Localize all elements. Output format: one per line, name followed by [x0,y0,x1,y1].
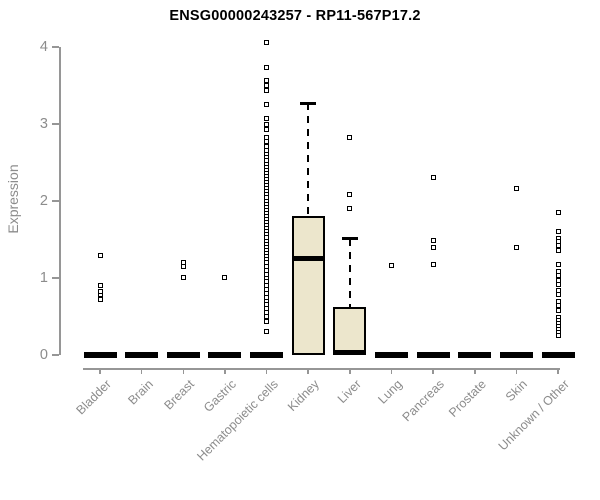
outlier-point [555,243,561,249]
outlier-point [555,247,561,253]
collapsed-box-bar [166,351,200,359]
x-tick [182,368,185,374]
outlier-point [347,206,353,212]
y-tick [52,200,59,202]
y-tick-label: 1 [39,270,48,286]
x-tick [474,368,476,374]
outlier-point [264,87,270,93]
box-median [333,350,367,356]
outlier-point [97,253,103,259]
outlier-point [555,277,561,283]
outlier-point [97,289,103,295]
outlier-point [264,329,270,335]
x-tick [307,368,309,374]
outlier-point [264,319,270,325]
box-median [291,256,325,262]
outlier-point [97,283,103,289]
outlier-point [347,192,353,198]
x-tick [99,368,101,374]
outlier-point [264,139,270,145]
chart-title: ENSG00000243257 - RP11-567P17.2 [169,8,421,24]
outlier-point [264,77,270,83]
outlier-point [555,273,561,279]
outlier-point [555,261,561,267]
outlier-point [555,307,561,313]
outlier-point [264,64,270,70]
outlier-point [264,83,270,88]
x-tick [265,368,268,374]
collapsed-box-bar [208,351,242,359]
outlier-point [264,134,270,140]
outlier-point [430,237,436,243]
box [333,307,367,355]
outlier-point [555,210,561,216]
collapsed-box-bar [499,351,533,359]
whisker [307,103,310,216]
y-tick [52,123,59,125]
y-tick [52,46,59,48]
outlier-point [264,39,270,45]
y-tick-label: 4 [39,39,48,55]
outlier-point [264,116,270,122]
collapsed-box-bar [83,351,117,359]
collapsed-box-bar [541,351,575,359]
outlier-point [264,102,270,108]
outlier-point [555,303,561,309]
outlier-point [264,121,270,127]
outlier-point [555,333,561,339]
y-tick [52,354,59,356]
whisker-cap [341,237,358,241]
y-tick-label: 2 [39,193,48,209]
outlier-point [555,229,561,235]
y-axis-line [59,47,61,355]
outlier-point [555,287,561,293]
x-tick [432,368,434,374]
collapsed-box-bar [374,351,408,359]
outlier-point [180,274,186,280]
y-tick-label: 0 [39,347,48,363]
outlier-point [264,126,270,132]
x-axis-line [83,368,560,370]
collapsed-box-bar [416,351,450,359]
outlier-point [555,282,561,288]
outlier-point [513,245,519,251]
x-tick [557,368,559,374]
x-tick [515,368,518,374]
outlier-point [555,292,561,298]
outlier-point [97,297,103,303]
y-tick [52,277,59,279]
x-tick [349,368,351,374]
outlier-point [222,274,228,280]
box [291,215,325,355]
collapsed-box-bar [125,351,159,359]
outlier-point [430,244,436,250]
outlier-point [430,174,436,180]
outlier-point [180,260,186,266]
collapsed-box-bar [250,351,284,359]
x-tick [390,368,393,374]
whisker-cap [300,101,317,105]
outlier-point [430,262,436,268]
outlier-point [264,143,270,149]
outlier-point [388,263,394,269]
collapsed-box-bar [458,351,492,359]
y-tick-label: 3 [39,116,48,132]
x-tick [224,368,226,374]
outlier-point [347,134,353,140]
outlier-point [264,314,270,319]
whisker [348,238,351,308]
x-tick [140,368,143,374]
outlier-point [513,186,519,192]
